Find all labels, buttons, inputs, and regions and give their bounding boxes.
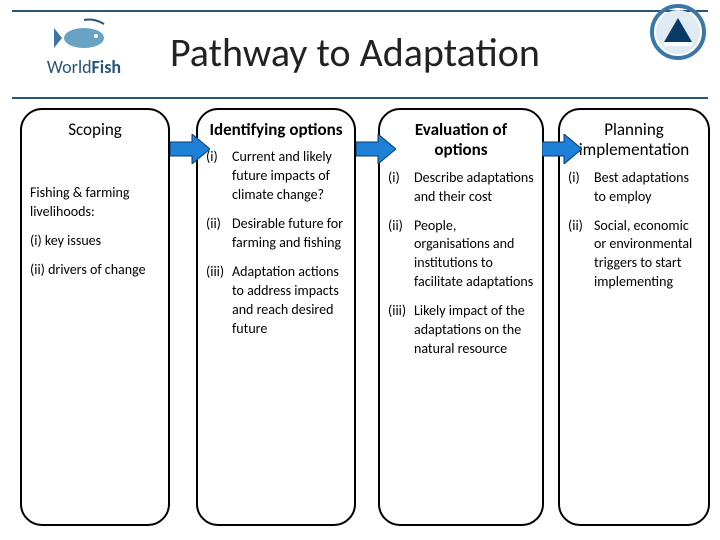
stage-box: Evaluation of options (i)Describe adaptat… <box>378 108 544 526</box>
stage-header: Evaluation of options <box>388 120 534 161</box>
stage-item-text: Describe adaptations and their cost <box>414 169 534 207</box>
stage-item: (ii) drivers of change <box>30 261 160 280</box>
stage-box: Scoping Fishing & farming livelihoods: (i)… <box>20 108 170 526</box>
stage-item: (i)Describe adaptations and their cost <box>388 169 534 207</box>
fish-icon <box>54 16 114 56</box>
stage-item: (ii)People, organisations and institutio… <box>388 217 534 293</box>
stage-item-num: (i) <box>568 169 594 207</box>
partner-badge <box>650 4 706 60</box>
stage-header: Planning implementation <box>568 120 700 161</box>
stage-item-text: Current and likely future impacts of cli… <box>232 148 346 205</box>
stage-item-num: (ii) <box>388 217 414 293</box>
logo-text: WorldFish <box>47 56 121 78</box>
stage-item: (i) key issues <box>30 232 160 251</box>
stage-item-num: (iii) <box>388 302 414 359</box>
stage-intro: Fishing & farming livelihoods: <box>30 184 160 222</box>
stage-item: (i)Best adaptations to employ <box>568 169 700 207</box>
stage-item-text: Best adaptations to employ <box>594 169 700 207</box>
stage-header: Identifying options <box>206 120 346 140</box>
stage-item-num: (ii) <box>568 217 594 293</box>
stage-item: (i)Current and likely future impacts of … <box>206 148 346 205</box>
header-rule-top <box>12 10 708 12</box>
stage-item: (iii)Likely impact of the adaptations on… <box>388 302 534 359</box>
stage-body: (i)Describe adaptations and their cost(i… <box>388 169 534 359</box>
stage-box: Planning implementation (i)Best adaptatio… <box>558 108 710 526</box>
stage-body: (i)Current and likely future impacts of … <box>206 148 346 338</box>
header-rule-bottom <box>12 97 708 99</box>
stage-body: (i)Best adaptations to employ(ii)Social,… <box>568 169 700 292</box>
stage-item-num: (i) <box>388 169 414 207</box>
stage-header: Scoping <box>30 120 160 140</box>
stage-item-text: Adaptation actions to address impacts an… <box>232 263 346 339</box>
stage-item-num: (ii) <box>206 215 232 253</box>
stage-body: Fishing & farming livelihoods: (i) key is… <box>30 184 160 280</box>
stage-item: (ii)Social, economic or environmental tr… <box>568 217 700 293</box>
stage-item-text: Likely impact of the adaptations on the … <box>414 302 534 359</box>
stage-box: Identifying options (i)Current and likely… <box>196 108 356 526</box>
stage-item-text: People, organisations and institutions t… <box>414 217 534 293</box>
stage-item: (ii)Desirable future for farming and fis… <box>206 215 346 253</box>
flow-arrow-icon <box>542 134 582 164</box>
flow-arrow-icon <box>170 134 210 164</box>
flow-arrow-icon <box>356 134 396 164</box>
worldfish-logo: WorldFish <box>14 16 154 96</box>
stage-item-text: Desirable future for farming and fishing <box>232 215 346 253</box>
stage-item: (iii)Adaptation actions to address impac… <box>206 263 346 339</box>
page-title: Pathway to Adaptation <box>170 28 540 77</box>
stage-item-text: Social, economic or environmental trigge… <box>594 217 700 293</box>
stage-item-num: (iii) <box>206 263 232 339</box>
